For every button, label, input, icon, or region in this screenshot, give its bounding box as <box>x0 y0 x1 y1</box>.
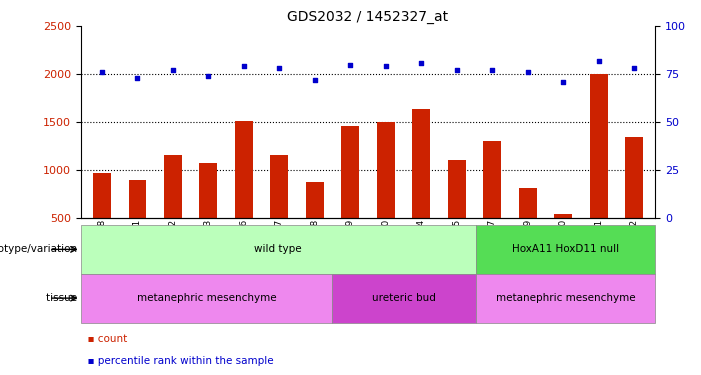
Point <box>132 75 143 81</box>
Bar <box>164 155 182 218</box>
Bar <box>412 110 430 218</box>
Bar <box>519 188 536 218</box>
Text: HoxA11 HoxD11 null: HoxA11 HoxD11 null <box>512 244 619 254</box>
Text: genotype/variation: genotype/variation <box>0 244 80 254</box>
Bar <box>81 225 476 274</box>
Point <box>96 69 107 75</box>
Title: GDS2032 / 1452327_at: GDS2032 / 1452327_at <box>287 10 449 24</box>
Point <box>486 67 498 73</box>
Bar <box>554 214 572 217</box>
Point <box>451 67 463 73</box>
Point <box>273 65 285 71</box>
Text: tissue: tissue <box>46 293 80 303</box>
Point <box>593 58 604 64</box>
Bar <box>590 74 608 217</box>
Point <box>345 62 356 68</box>
Point <box>416 60 427 66</box>
Bar <box>306 182 324 218</box>
Text: ▪ percentile rank within the sample: ▪ percentile rank within the sample <box>81 356 273 366</box>
Bar <box>200 163 217 218</box>
Text: wild type: wild type <box>254 244 302 254</box>
Point <box>238 63 250 69</box>
Bar <box>476 274 655 322</box>
Text: ▪ count: ▪ count <box>81 334 127 344</box>
Point <box>203 73 214 79</box>
Bar <box>625 137 643 218</box>
Bar <box>93 172 111 217</box>
Point <box>522 69 533 75</box>
Bar <box>341 126 359 218</box>
Point <box>380 63 391 69</box>
Bar <box>484 141 501 218</box>
Bar <box>271 155 288 218</box>
Bar <box>377 122 395 218</box>
Text: metanephric mesenchyme: metanephric mesenchyme <box>137 293 276 303</box>
Bar <box>235 121 252 218</box>
Point <box>168 67 179 73</box>
Point <box>557 79 569 85</box>
Bar <box>332 274 476 322</box>
Text: metanephric mesenchyme: metanephric mesenchyme <box>496 293 635 303</box>
Bar <box>128 180 147 218</box>
Text: ureteric bud: ureteric bud <box>372 293 436 303</box>
Bar <box>448 160 465 218</box>
Bar <box>81 274 332 322</box>
Point <box>309 77 320 83</box>
Bar <box>476 225 655 274</box>
Point <box>629 65 640 71</box>
